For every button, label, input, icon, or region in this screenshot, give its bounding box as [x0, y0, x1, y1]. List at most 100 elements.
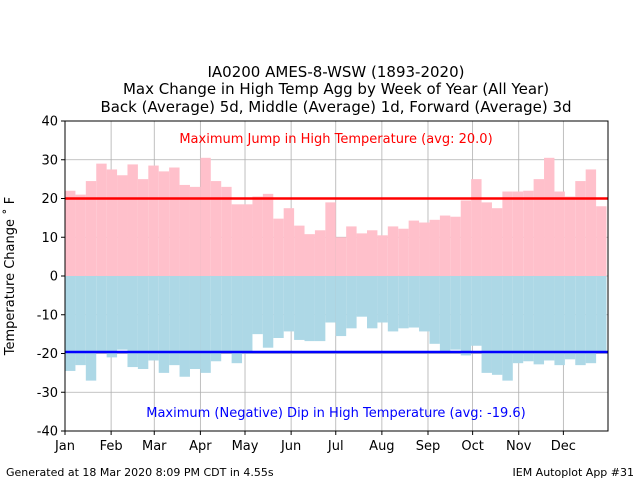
annotation-dip: Maximum (Negative) Dip in High Temperatu… — [146, 406, 526, 421]
y-tick-label: 0 — [50, 270, 58, 285]
x-tick-label: Sep — [416, 439, 441, 454]
dip-bar — [221, 276, 232, 352]
dip-bar — [585, 276, 597, 364]
dip-bar — [106, 276, 118, 358]
jump-bar — [585, 169, 597, 276]
dip-bar — [554, 276, 565, 366]
jump-bar — [335, 237, 347, 276]
jump-bar — [564, 196, 576, 276]
dip-bar — [314, 276, 326, 342]
x-tick-label: Nov — [506, 439, 532, 454]
jump-bar — [210, 181, 222, 276]
jump-bar — [554, 191, 565, 276]
footer-generated: Generated at 18 Mar 2020 8:09 PM CDT in … — [6, 466, 274, 479]
y-tick-label: -40 — [37, 425, 58, 440]
jump-bar — [471, 179, 482, 276]
jump-bar — [544, 157, 555, 276]
dip-bar — [75, 276, 86, 366]
jump-bar — [398, 228, 409, 276]
dip-bar — [491, 276, 503, 375]
jump-bar — [117, 175, 128, 276]
jump-bar — [189, 186, 201, 276]
jump-bar — [96, 163, 107, 276]
title-line-1: IA0200 AMES-8-WSW (1893-2020) — [207, 63, 464, 81]
dip-bar — [65, 276, 76, 371]
y-tick-label: 20 — [41, 192, 58, 207]
dip-bar — [346, 276, 357, 329]
title-line-3: Back (Average) 5d, Middle (Average) 1d, … — [100, 98, 571, 116]
jump-bar — [387, 226, 399, 276]
dip-bar — [366, 276, 378, 329]
title-line-2: Max Change in High Temp Agg by Week of Y… — [123, 80, 549, 98]
dip-bar — [439, 276, 451, 352]
x-tick-label: Jul — [327, 439, 344, 454]
x-tick-label: May — [232, 439, 259, 454]
jump-bar — [325, 202, 336, 276]
dip-bar — [231, 276, 243, 364]
jump-bar — [294, 225, 305, 276]
jump-bar — [502, 191, 513, 276]
dip-bar — [544, 276, 555, 361]
x-tick-label: Aug — [369, 439, 394, 454]
dip-bar — [450, 276, 461, 350]
jump-bar — [419, 222, 430, 276]
footer-app-credit: IEM Autoplot App #31 — [513, 466, 635, 479]
jump-bar — [533, 179, 545, 276]
dip-bar — [335, 276, 347, 337]
chart-title: IA0200 AMES-8-WSW (1893-2020) Max Change… — [100, 63, 571, 116]
jump-bar — [491, 208, 503, 276]
y-tick-label: 40 — [41, 115, 58, 130]
dip-bar — [512, 276, 524, 364]
x-tick-label: Oct — [461, 439, 483, 454]
jump-bar — [85, 181, 97, 276]
x-axis: Jan Feb Mar Apr May Jun Jul Aug Sep Oct Nov Dec — [54, 431, 576, 454]
jump-bar — [439, 215, 451, 276]
y-axis-label: Temperature Change ˚ F — [2, 197, 18, 357]
dip-bar — [502, 276, 513, 381]
dip-bar — [85, 276, 97, 381]
bars — [65, 157, 607, 381]
jump-bar — [450, 216, 461, 276]
x-tick-label: Jan — [54, 439, 75, 454]
jump-bar — [575, 181, 586, 276]
x-tick-label: Apr — [189, 439, 212, 454]
dip-bar — [96, 276, 107, 352]
y-tick-label: -20 — [37, 347, 58, 362]
dip-bar — [564, 276, 576, 360]
dip-bar — [148, 276, 159, 361]
jump-bar — [408, 220, 420, 276]
y-tick-label: 10 — [41, 231, 58, 246]
dip-bar — [262, 276, 274, 348]
reference-lines — [65, 197, 608, 354]
dip-bar — [283, 276, 295, 332]
jump-bar — [283, 208, 295, 276]
jump-bar — [252, 196, 263, 276]
dip-bar — [460, 276, 472, 356]
dip-bar — [117, 276, 128, 350]
jump-bar — [304, 234, 315, 276]
dip-bar — [596, 276, 607, 352]
jump-bar — [523, 190, 534, 276]
jump-bar — [127, 164, 138, 276]
jump-bar — [106, 169, 118, 276]
jump-bar — [148, 165, 159, 276]
y-tick-label: -30 — [37, 386, 58, 401]
jump-bar — [242, 204, 253, 276]
x-tick-label: Mar — [142, 439, 167, 454]
dip-bar — [252, 276, 263, 335]
y-axis: 40 30 20 10 0 -10 -20 -30 -40 — [37, 115, 65, 440]
dip-bar — [189, 276, 201, 369]
jump-bar — [596, 206, 607, 276]
jump-bar — [356, 233, 367, 276]
dip-bar — [481, 276, 492, 373]
dip-bar — [169, 276, 180, 366]
y-tick-label: 30 — [41, 153, 58, 168]
jump-bar — [429, 219, 440, 276]
jump-bar — [366, 230, 378, 276]
dip-bar — [356, 276, 367, 317]
dip-bar — [575, 276, 586, 366]
dip-bar — [158, 276, 170, 373]
jump-bar — [158, 171, 170, 276]
x-tick-label: Feb — [100, 439, 123, 454]
